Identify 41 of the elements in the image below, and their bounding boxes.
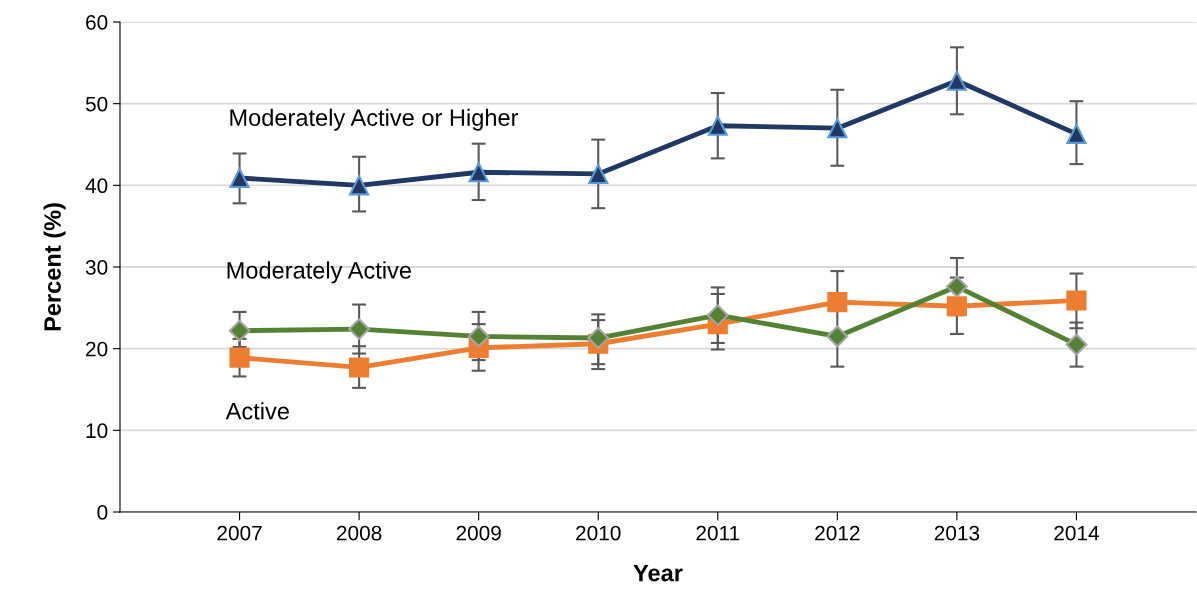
point [946, 275, 968, 298]
y-tick-label: 10 [86, 423, 108, 439]
point [946, 70, 967, 91]
point [349, 357, 370, 378]
point [349, 175, 370, 196]
x-tick-label: 2008 [336, 525, 382, 541]
point [1066, 123, 1087, 144]
point [588, 163, 609, 184]
point [228, 319, 251, 342]
y-tick-label: 20 [86, 341, 108, 357]
x-tick-label: 2011 [696, 525, 740, 541]
series-label: Moderately Active [227, 261, 411, 284]
y-tick-label: 60 [86, 15, 108, 30]
series-label: Active [225, 402, 289, 420]
point [1066, 290, 1087, 311]
x-tick-label: 2012 [815, 525, 860, 541]
point [827, 118, 848, 139]
point [707, 115, 728, 136]
x-tick-label: 2014 [1054, 525, 1100, 541]
point [348, 318, 370, 340]
y-tick-label: 50 [85, 96, 108, 112]
point [1065, 333, 1088, 356]
x-tick-label: 2013 [934, 525, 980, 541]
y-tick-label: 30 [85, 260, 108, 275]
point [827, 292, 848, 313]
point [229, 167, 250, 189]
x-tick-label: 2010 [576, 525, 621, 541]
x-axis-title: Year [633, 564, 683, 582]
y-tick-label: 0 [97, 505, 108, 520]
point [826, 325, 849, 348]
point [468, 162, 489, 183]
x-tick-label: 2007 [217, 525, 262, 541]
point [946, 296, 967, 317]
point [467, 325, 490, 348]
point [706, 304, 729, 327]
series-label: Moderately Active or Higher [230, 108, 519, 131]
y-axis-title: Percent (%) [43, 203, 66, 331]
point [229, 347, 250, 368]
point [587, 327, 610, 349]
y-tick-label: 40 [85, 178, 108, 194]
x-tick-label: 2009 [456, 525, 501, 541]
